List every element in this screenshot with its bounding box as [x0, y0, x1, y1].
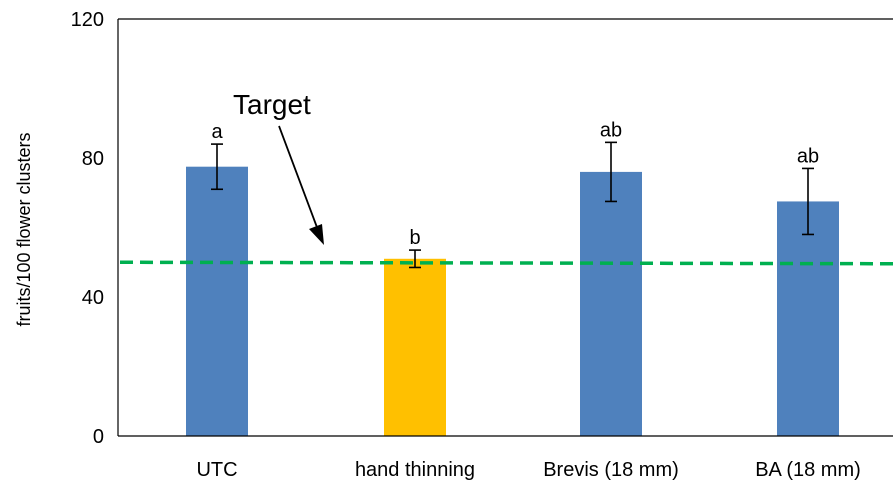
- bar-3: [777, 201, 839, 436]
- x-tick-label-1: hand thinning: [355, 459, 475, 481]
- y-axis-title: fruits/100 flower clusters: [14, 132, 34, 326]
- y-tick-label-2: 80: [82, 148, 104, 170]
- bar-2: [580, 171, 642, 436]
- target-arrow-head: [309, 224, 324, 245]
- significance-label-1: b: [409, 227, 420, 249]
- y-tick-label-1: 40: [82, 287, 104, 309]
- significance-label-2: ab: [600, 119, 622, 141]
- target-arrow: [278, 125, 324, 245]
- bars-layer: [186, 166, 839, 436]
- x-tick-label-2: Brevis (18 mm): [543, 459, 679, 481]
- error-bars-layer: [211, 141, 814, 269]
- target-arrow-shaft: [278, 125, 319, 231]
- y-tick-label-0: 0: [93, 426, 104, 448]
- target-label: Target: [233, 89, 311, 120]
- x-tick-label-3: BA (18 mm): [755, 459, 861, 481]
- x-tick-label-0: UTC: [196, 459, 237, 481]
- significance-label-3: ab: [797, 145, 819, 167]
- target-line: [119, 260, 893, 266]
- y-tick-labels: 0 40 80 120: [71, 9, 104, 448]
- bar-0: [186, 166, 248, 436]
- significance-label-0: a: [211, 121, 223, 143]
- bar-1: [384, 258, 446, 436]
- y-tick-label-3: 120: [71, 9, 104, 31]
- x-tick-labels: UTC hand thinning Brevis (18 mm) BA (18 mm): [196, 459, 860, 481]
